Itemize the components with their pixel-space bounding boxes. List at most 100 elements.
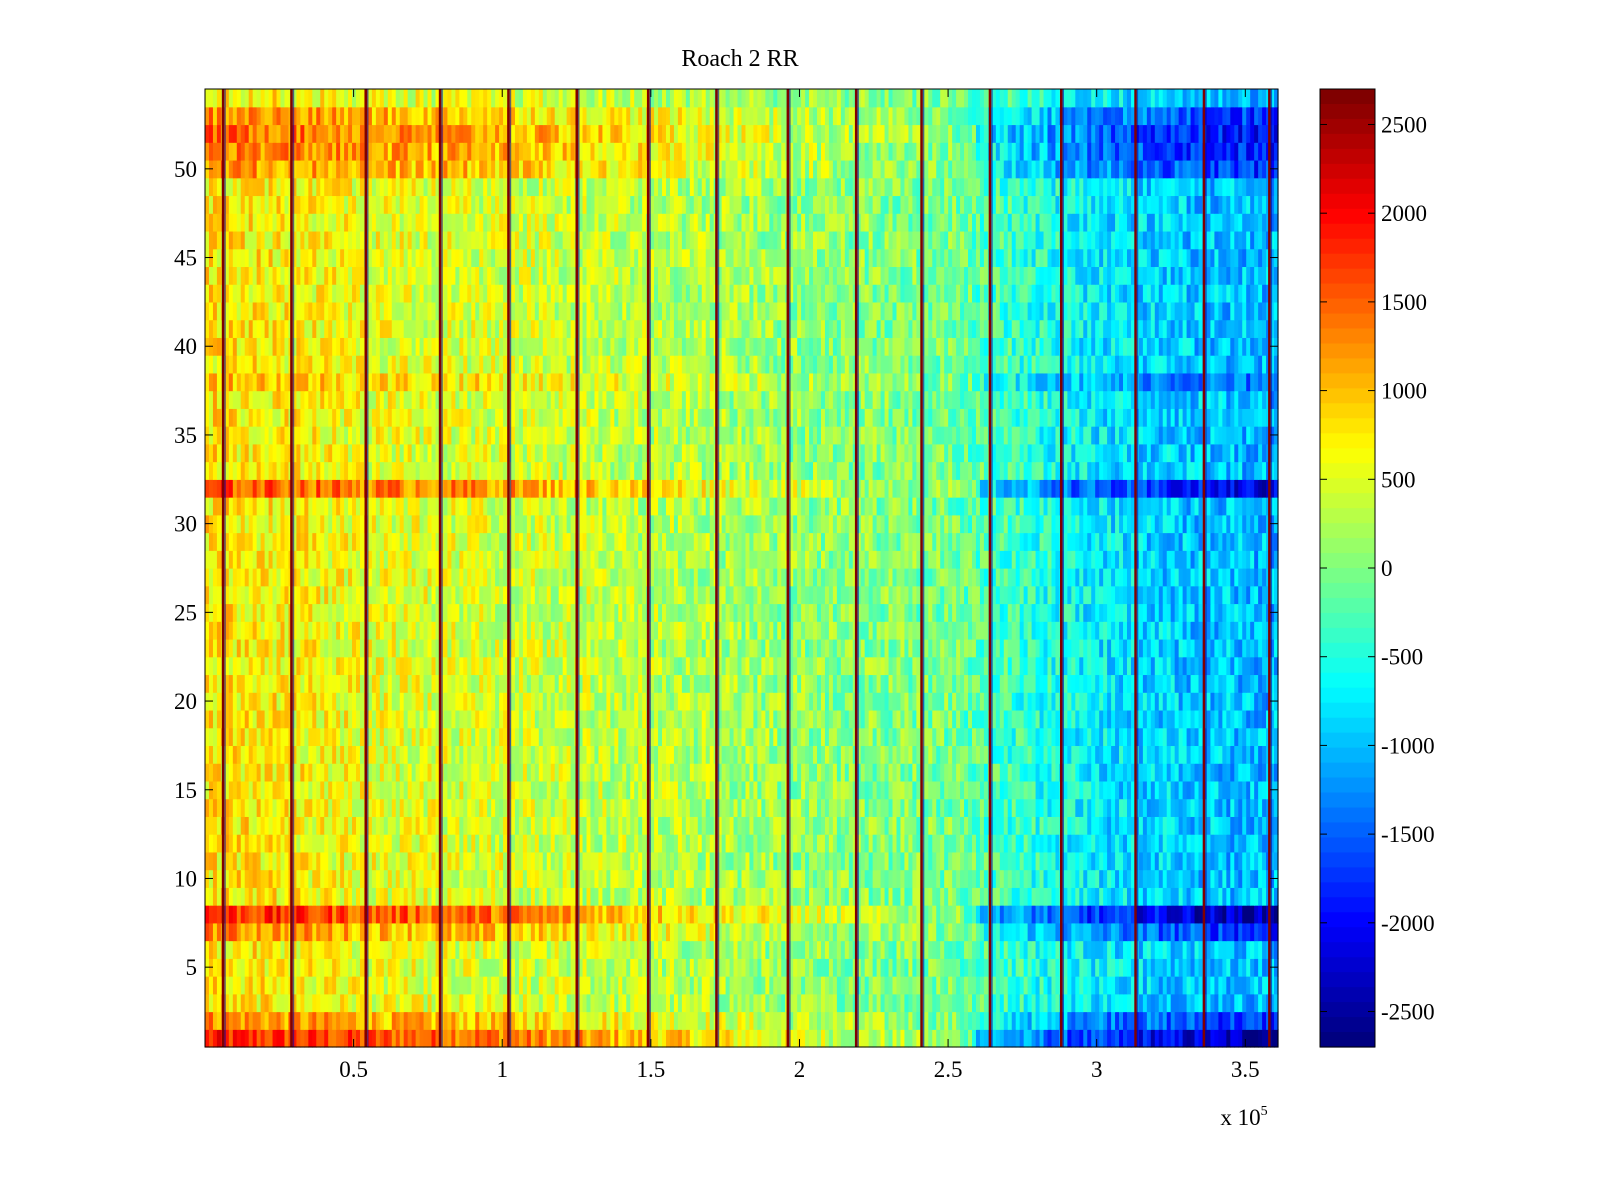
heatmap-cell bbox=[884, 727, 890, 747]
heatmap-cell bbox=[1027, 816, 1033, 835]
heatmap-cell bbox=[940, 976, 945, 995]
heatmap-cell bbox=[1019, 993, 1025, 1013]
heatmap-cell bbox=[936, 763, 941, 782]
heatmap-cell bbox=[1023, 834, 1029, 853]
heatmap-cell bbox=[348, 958, 353, 977]
heatmap-cell bbox=[1126, 887, 1132, 906]
heatmap-cell bbox=[1182, 993, 1188, 1013]
heatmap-cell bbox=[880, 1011, 886, 1030]
heatmap-cell bbox=[542, 745, 548, 764]
heatmap-cell bbox=[292, 780, 297, 800]
heatmap-cell bbox=[995, 940, 1001, 959]
heatmap-cell bbox=[1150, 1011, 1156, 1030]
heatmap-cell bbox=[475, 887, 480, 906]
heatmap-cell bbox=[495, 887, 500, 906]
heatmap-cell bbox=[387, 869, 393, 888]
heatmap-cell bbox=[697, 834, 703, 853]
heatmap-cell bbox=[1182, 1029, 1188, 1048]
heatmap-cell bbox=[832, 798, 838, 817]
heatmap-cell bbox=[471, 834, 476, 853]
heatmap-cell bbox=[260, 922, 266, 942]
heatmap-cell bbox=[375, 1011, 381, 1030]
heatmap-cell bbox=[387, 940, 393, 959]
heatmap-cell bbox=[813, 976, 818, 995]
heatmap-cell bbox=[1023, 727, 1029, 747]
heatmap-cell bbox=[618, 745, 623, 764]
heatmap-cell bbox=[642, 922, 647, 942]
heatmap-cell bbox=[948, 745, 953, 764]
heatmap-cell bbox=[578, 780, 584, 800]
heatmap-cell bbox=[638, 958, 643, 977]
heatmap-cell bbox=[395, 709, 401, 729]
heatmap-cell bbox=[352, 993, 357, 1013]
heatmap-cell bbox=[348, 1029, 353, 1048]
heatmap-cell bbox=[630, 905, 635, 924]
heatmap-cell bbox=[320, 976, 325, 995]
heatmap-cell bbox=[1174, 851, 1180, 871]
heatmap-cell bbox=[1023, 940, 1029, 959]
heatmap-cell bbox=[1206, 763, 1212, 782]
heatmap-cell bbox=[260, 869, 266, 888]
heatmap-cell bbox=[526, 958, 532, 977]
heatmap-cell bbox=[892, 834, 898, 853]
heatmap-cell bbox=[805, 851, 810, 871]
heatmap-cell bbox=[292, 745, 297, 764]
heatmap-cell bbox=[1270, 763, 1275, 782]
heatmap-cell bbox=[1031, 851, 1037, 871]
heatmap-cell bbox=[387, 922, 393, 942]
heatmap-cell bbox=[1274, 745, 1279, 764]
heatmap-cell bbox=[216, 745, 222, 764]
heatmap-cell bbox=[1035, 869, 1041, 888]
heatmap-cell bbox=[789, 1029, 794, 1048]
heatmap-cell bbox=[1154, 1011, 1160, 1030]
heatmap-cell bbox=[888, 940, 894, 959]
heatmap-cell bbox=[892, 780, 898, 800]
heatmap-cell bbox=[511, 993, 516, 1013]
heatmap-cell bbox=[503, 869, 508, 888]
heatmap-cell bbox=[296, 763, 301, 782]
heatmap-cell bbox=[908, 745, 913, 764]
heatmap-cell bbox=[272, 958, 278, 977]
heatmap-cell bbox=[296, 780, 301, 800]
heatmap-cell bbox=[491, 780, 496, 800]
heatmap-cell bbox=[848, 798, 854, 817]
heatmap-cell bbox=[495, 993, 500, 1013]
heatmap-cell bbox=[705, 940, 711, 959]
heatmap-cell bbox=[232, 993, 238, 1013]
heatmap-cell bbox=[769, 1011, 774, 1030]
heatmap-cell bbox=[443, 993, 449, 1013]
heatmap-cell bbox=[622, 993, 627, 1013]
heatmap-cell bbox=[538, 905, 544, 924]
heatmap-cell bbox=[240, 834, 246, 853]
heatmap-cell bbox=[856, 798, 862, 817]
heatmap-cell bbox=[356, 958, 361, 977]
heatmap-cell bbox=[681, 709, 687, 729]
heatmap-cell bbox=[252, 887, 258, 906]
heatmap-cell bbox=[1226, 851, 1231, 871]
heatmap-cell bbox=[681, 763, 687, 782]
heatmap-cell bbox=[765, 727, 770, 747]
heatmap-cell bbox=[944, 798, 949, 817]
heatmap-cell bbox=[1142, 745, 1148, 764]
heatmap-cell bbox=[1079, 727, 1084, 747]
heatmap-cell bbox=[1242, 798, 1247, 817]
heatmap-cell bbox=[208, 763, 214, 782]
heatmap-cell bbox=[824, 727, 830, 747]
heatmap-cell bbox=[1039, 1029, 1045, 1048]
heatmap-cell bbox=[817, 745, 822, 764]
heatmap-cell bbox=[538, 798, 544, 817]
heatmap-cell bbox=[459, 709, 464, 729]
heatmap-cell bbox=[677, 905, 683, 924]
heatmap-cell bbox=[856, 887, 862, 906]
heatmap-cell bbox=[570, 940, 576, 959]
heatmap-cell bbox=[880, 976, 886, 995]
heatmap-cell bbox=[328, 745, 333, 764]
heatmap-cell bbox=[550, 958, 556, 977]
heatmap-cell bbox=[268, 851, 274, 871]
heatmap-cell bbox=[407, 1011, 413, 1030]
heatmap-cell bbox=[777, 851, 782, 871]
heatmap-cell bbox=[952, 887, 957, 906]
heatmap-cell bbox=[296, 851, 301, 871]
heatmap-cell bbox=[1250, 780, 1255, 800]
heatmap-cell bbox=[296, 993, 301, 1013]
